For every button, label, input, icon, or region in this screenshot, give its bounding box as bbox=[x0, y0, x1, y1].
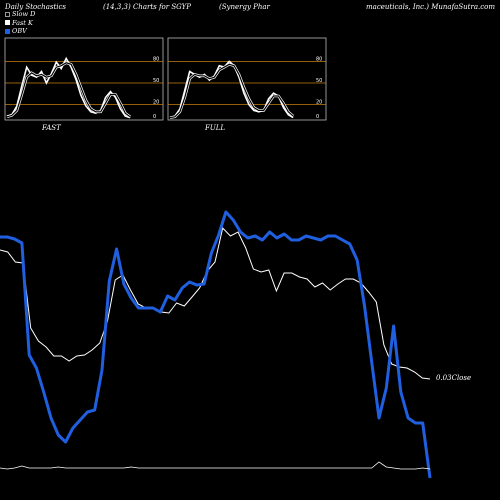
full-panel-title: FULL bbox=[204, 124, 225, 132]
close-price-line bbox=[0, 226, 431, 380]
legend-label-slow-d: Slow D bbox=[12, 10, 36, 18]
fast-tick-label: 50 bbox=[153, 78, 159, 84]
full-tick-label: 50 bbox=[316, 78, 322, 84]
legend-item-slow-d: Slow D bbox=[5, 10, 35, 19]
legend-item-obv: OBV bbox=[5, 27, 35, 36]
full-tick-label: 80 bbox=[316, 56, 322, 62]
full-tick-label: 0 bbox=[316, 114, 319, 120]
legend: Slow D Fast K OBV bbox=[5, 10, 35, 36]
legend-label-obv: OBV bbox=[12, 27, 27, 35]
fast-tick-label: 0 bbox=[153, 114, 156, 120]
legend-swatch-obv bbox=[5, 28, 10, 34]
fast-panel-title: FAST bbox=[41, 124, 62, 132]
close-value-label: 0.03Close bbox=[436, 374, 471, 382]
fast-panel-frame bbox=[4, 37, 164, 121]
legend-item-fast-k: Fast K bbox=[5, 19, 35, 28]
full-tick-label: 20 bbox=[316, 100, 322, 106]
fast-tick-label: 80 bbox=[153, 56, 159, 62]
obv-line bbox=[0, 210, 432, 479]
full-slow-d-line bbox=[169, 63, 294, 119]
fast-slow-d-line bbox=[6, 62, 131, 118]
legend-swatch-fast-k bbox=[5, 20, 10, 26]
header-title: Daily Stochastics bbox=[5, 3, 67, 11]
volume-line bbox=[0, 461, 431, 470]
fast-tick-label: 20 bbox=[153, 100, 159, 106]
header-company-a: (Synergy Phar bbox=[219, 3, 270, 11]
full-fast-k-line bbox=[169, 60, 294, 119]
header-params: (14,3,3) Charts for SGYP bbox=[103, 3, 191, 11]
legend-swatch-slow-d bbox=[5, 11, 10, 17]
legend-label-fast-k: Fast K bbox=[12, 18, 33, 27]
header-company-b: maceuticals, Inc.) MunafaSutra.com bbox=[366, 3, 495, 11]
full-panel-frame bbox=[167, 37, 327, 121]
